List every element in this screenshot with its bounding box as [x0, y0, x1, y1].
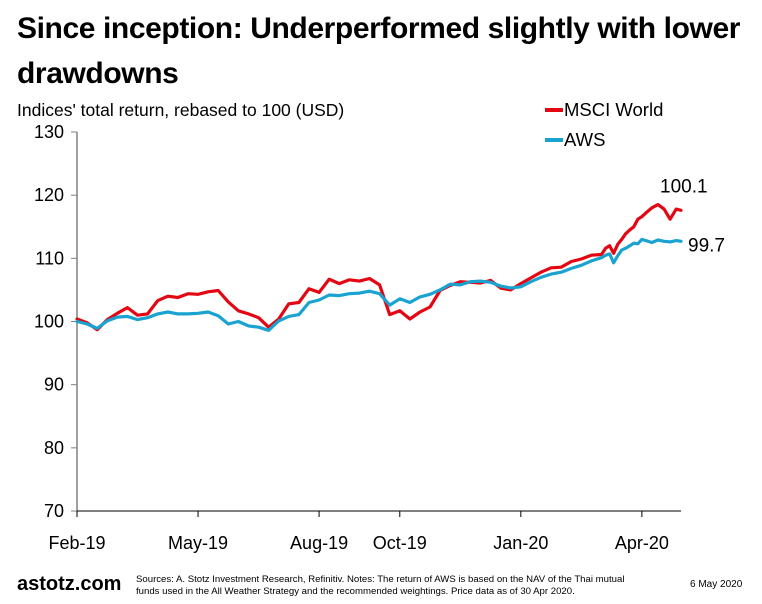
x-tick-label: Aug-19 — [290, 533, 348, 553]
y-tick-label: 110 — [35, 248, 64, 268]
legend-item-aws: AWS — [545, 125, 663, 155]
y-tick-label: 90 — [44, 375, 64, 395]
y-tick-label: 80 — [44, 438, 64, 458]
legend: MSCI World AWS — [545, 95, 663, 155]
x-tick-label: Apr-20 — [615, 533, 669, 553]
series-line-aws — [75, 237, 683, 332]
footer-date: 6 May 2020 — [690, 579, 743, 590]
y-tick-label: 120 — [34, 185, 64, 205]
end-label-msci-world: 100.1 — [660, 176, 708, 197]
legend-swatch-msci-world — [545, 108, 563, 112]
legend-item-msci-world: MSCI World — [545, 95, 663, 125]
series-group — [75, 203, 683, 332]
end-labels: 100.1 99.7 — [660, 176, 725, 256]
footer-note: Sources: A. Stotz Investment Research, R… — [136, 574, 625, 597]
legend-label-msci-world: MSCI World — [564, 99, 664, 120]
x-tick-label: Feb-19 — [48, 533, 105, 553]
series-line-msci-world — [75, 203, 683, 332]
end-label-aws: 99.7 — [688, 235, 725, 256]
x-tick-label: Oct-19 — [373, 533, 427, 553]
y-tick-label: 100 — [34, 312, 64, 332]
legend-swatch-aws — [545, 138, 563, 142]
legend-label-aws: AWS — [564, 129, 606, 150]
footer-logo: astotz.com — [17, 573, 122, 595]
x-tick-label: Jan-20 — [493, 533, 548, 553]
chart-title: Since inception: Underperformed slightly… — [17, 12, 741, 90]
y-tick-label: 130 — [34, 122, 64, 142]
chart-subtitle: Indices' total return, rebased to 100 (U… — [17, 100, 345, 120]
y-tick-label: 70 — [44, 501, 64, 521]
x-tick-label: May-19 — [168, 533, 228, 553]
axes: 130 120 110 100 90 80 70 Feb-19 May-19 Aug-19 Oct-… — [34, 122, 681, 553]
